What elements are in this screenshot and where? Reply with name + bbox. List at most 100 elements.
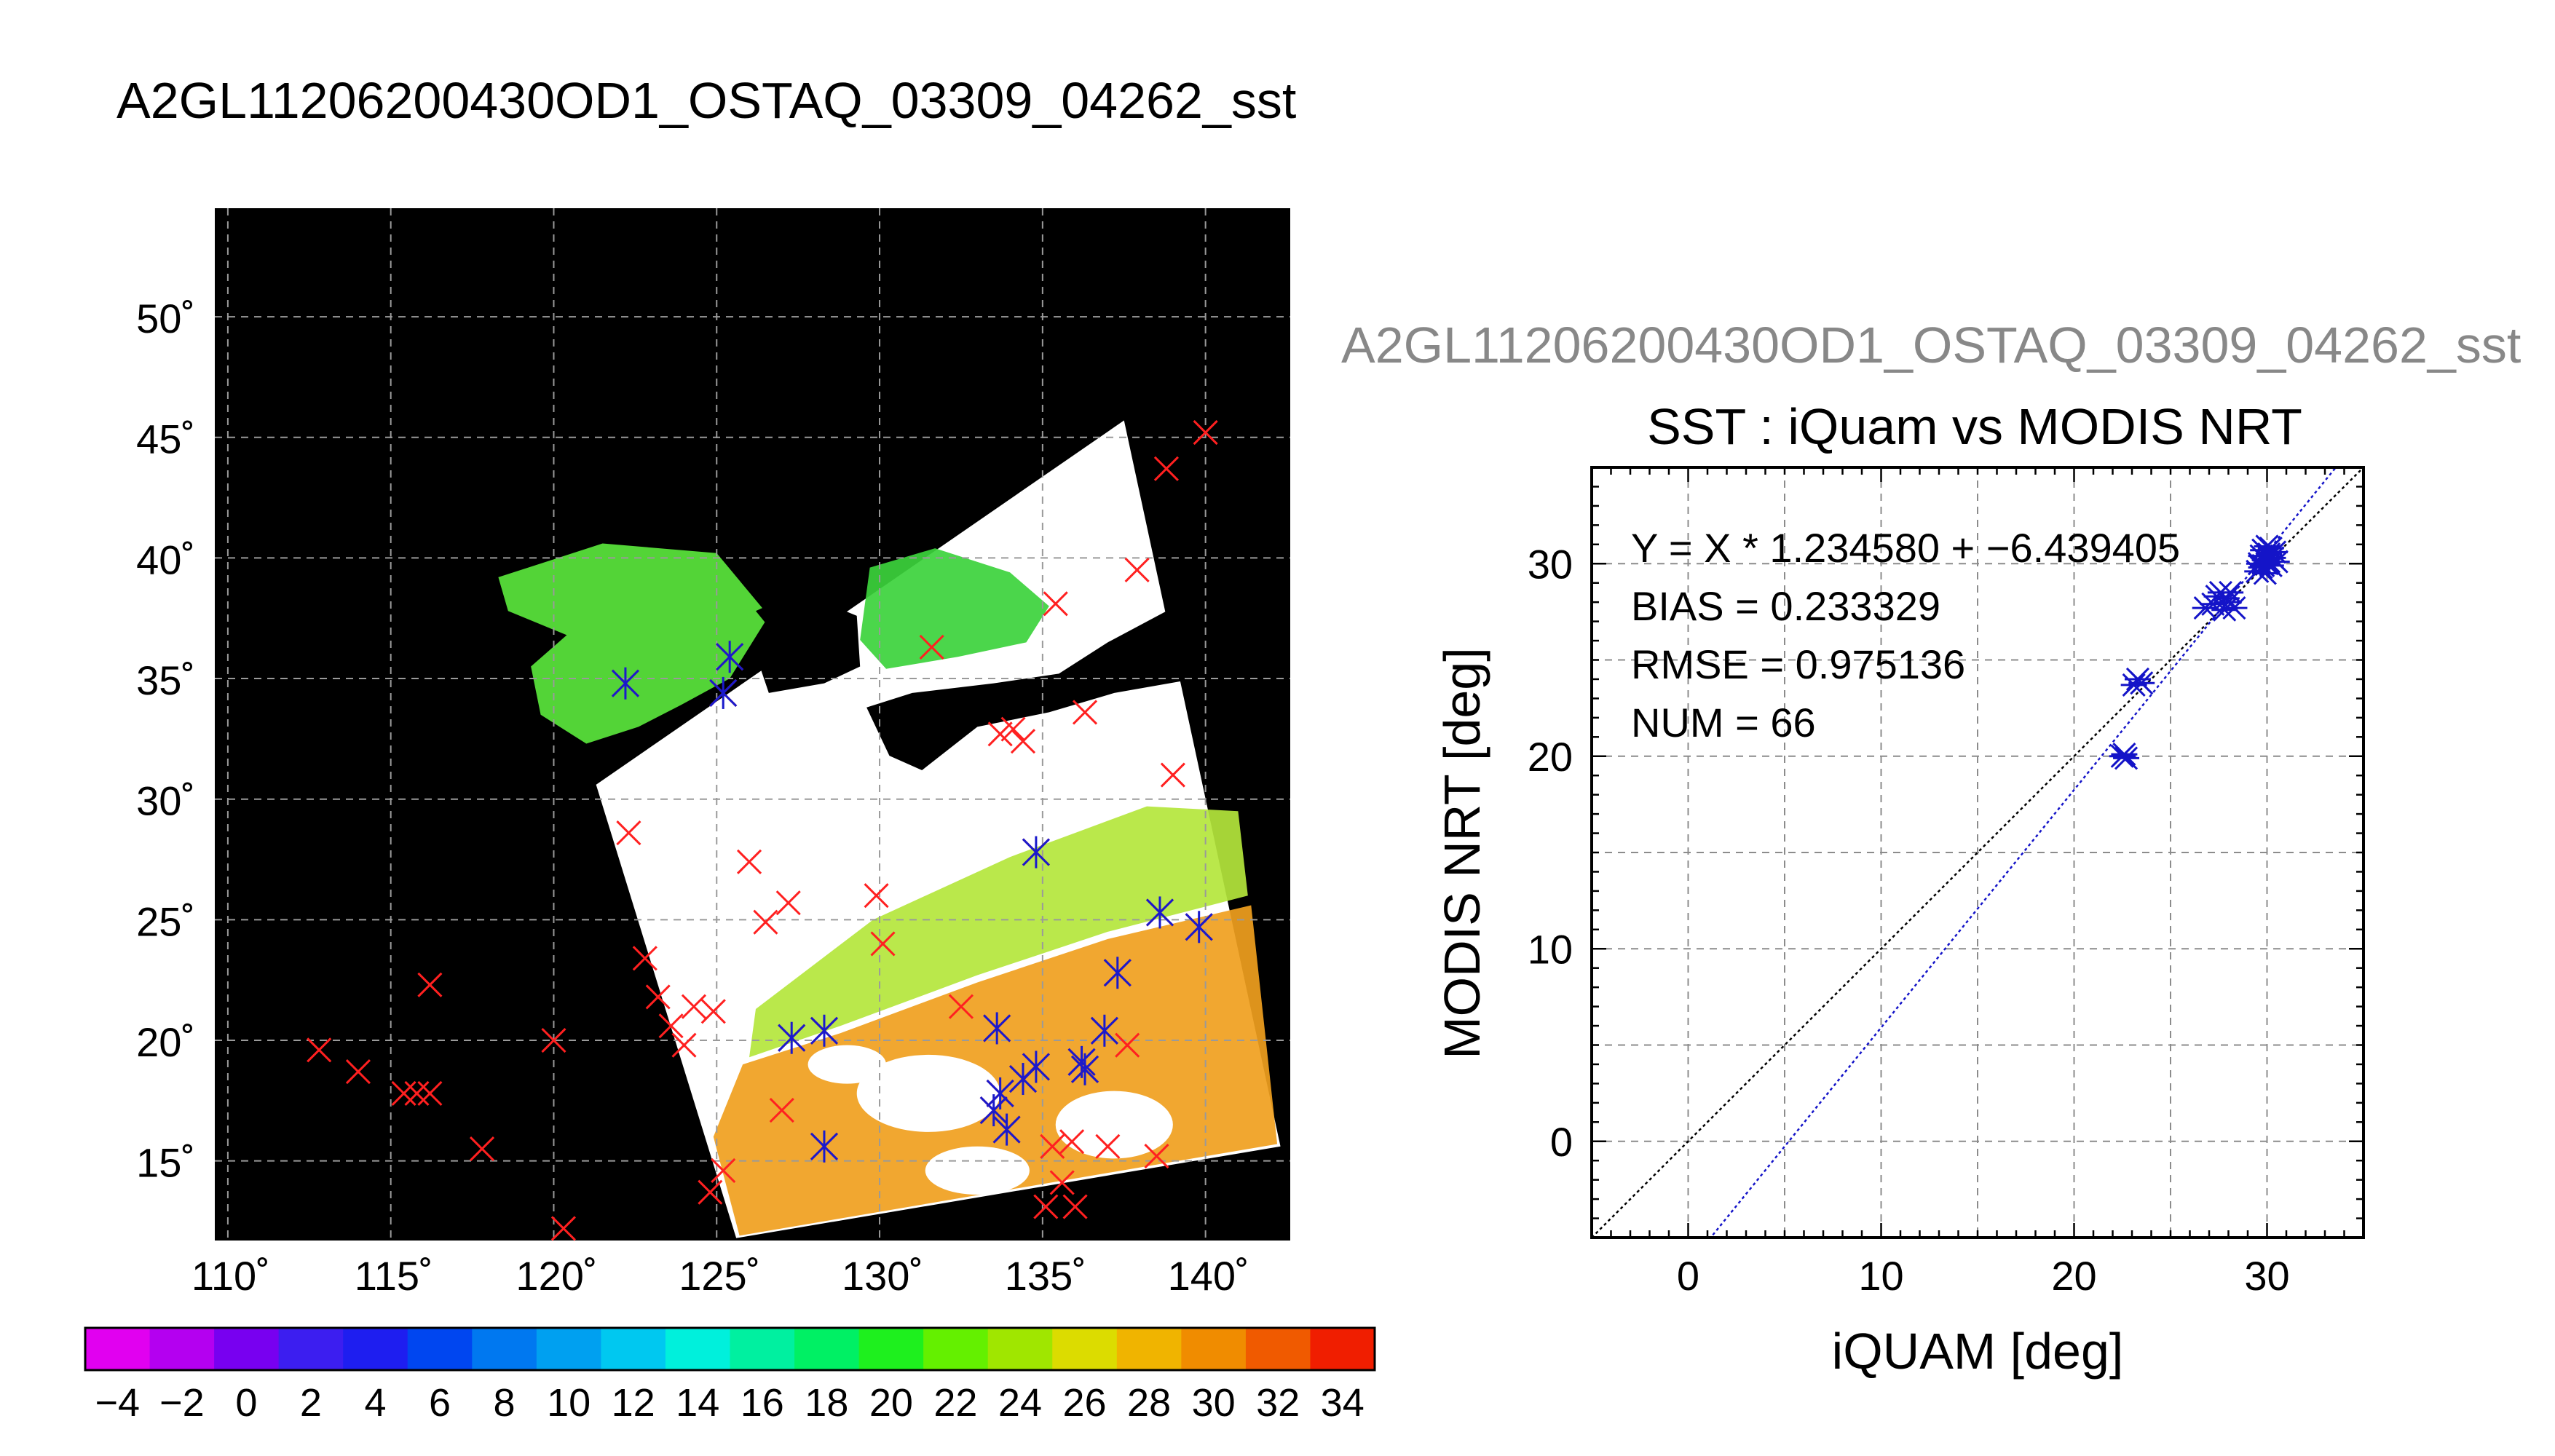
sst-zone-west-pacific-north [749,806,1248,1058]
matched-marker [810,1014,839,1047]
colorbar-cell [1116,1328,1182,1370]
sst-zone-east-sea [860,548,1049,669]
scatter-title: SST : iQuam vs MODIS NRT [1647,398,2302,455]
page-title: A2GL11206200430OD1_OSTAQ_03309_04262_sst [117,72,1296,129]
matched-marker [992,1113,1021,1146]
stats-annotation-line: RMSE = 0.975136 [1631,641,1965,687]
lon-tick-label: 125˚ [679,1253,760,1299]
buoy-marker [1033,1194,1059,1219]
matched-marker [1145,896,1174,929]
colorbar-cell [1181,1328,1247,1370]
x-tick-label: 20 [2051,1253,2096,1299]
colorbar-cell [601,1328,666,1370]
buoy-marker [391,1080,416,1106]
cloud-patch [807,1045,887,1084]
buoy-marker [307,1037,332,1063]
colorbar-tick-labels: −4 −2 0 2 4 6 8 10 12 14 16 18 20 22 24 26 28 30 32 34 [95,1381,1364,1425]
matched-marker [778,1021,806,1054]
colorbar-cell [1245,1328,1311,1370]
lat-tick-label: 15˚ [136,1140,195,1186]
buoy-marker [919,634,944,660]
scatter-point [2215,590,2242,614]
matched-marker [716,641,744,673]
y-tick-label: 20 [1528,734,1573,780]
buoy-marker [541,1027,566,1053]
matched-marker [1103,957,1132,989]
lat-tick-label: 45˚ [136,416,195,462]
lon-tick-label: 135˚ [1005,1253,1086,1299]
buoy-marker [417,1080,443,1106]
buoy-marker [711,1158,736,1183]
buoy-marker [769,1098,794,1123]
colorbar-tick-label: 0 [235,1381,257,1425]
latitude-tick-labels: 50˚ 45˚ 40˚ 35˚ 30˚ 25˚ 20˚ 15˚ [136,296,195,1186]
scatter-points [2109,534,2290,770]
colorbar-cell [665,1328,730,1370]
colorbar-tick-label: 24 [998,1381,1042,1425]
stats-annotations: Y = X * 1.234580 + −6.439405 BIAS = 0.233… [1631,525,2180,745]
lon-tick-label: 110˚ [191,1253,270,1299]
longitude-tick-labels: 110˚ 115˚ 120˚ 125˚ 130˚ 135˚ 140˚ [191,1253,1249,1299]
scatter-subtitle: A2GL11206200430OD1_OSTAQ_03309_04262_sst [1341,317,2521,373]
buoy-marker [469,1136,495,1162]
lat-tick-label: 50˚ [136,296,195,341]
scatter-gridlines [1592,467,2364,1238]
lat-tick-label: 30˚ [136,778,195,824]
x-tick-label: 0 [1677,1253,1699,1299]
sst-zone-yellow-sea [498,543,769,744]
scatter-ticks [1590,466,2365,1239]
buoy-marker [700,999,726,1024]
y-tick-label: 0 [1550,1119,1573,1165]
buoy-marker [1144,1143,1169,1169]
scatter-plot: A2GL11206200430OD1_OSTAQ_03309_04262_sst… [1341,317,2521,1380]
colorbar-tick-label: 34 [1321,1381,1365,1425]
matched-marker [810,1130,839,1163]
colorbar-tick-label: 14 [676,1381,719,1425]
stats-annotation-line: Y = X * 1.234580 + −6.439405 [1631,525,2180,571]
colorbar-cell [343,1328,408,1370]
buoy-marker [681,994,706,1019]
buoy-markers [307,420,1218,1241]
colorbar-cell [407,1328,473,1370]
stats-annotation-line: NUM = 66 [1631,700,1816,745]
swath-layer [498,420,1281,1238]
buoy-marker [987,721,1013,747]
colorbar-frame [84,1326,1376,1372]
buoy-marker [1049,1170,1075,1195]
lon-tick-label: 130˚ [842,1253,923,1299]
buoy-marker [1160,762,1185,788]
x-axis-label: iQUAM [deg] [1832,1323,2124,1380]
buoy-marker [870,931,896,957]
scatter-point [2111,743,2138,767]
buoy-marker [775,890,801,916]
buoy-marker [671,1032,697,1058]
buoy-marker [1115,1032,1140,1058]
buoy-marker [1059,1129,1085,1155]
colorbar-cell [85,1328,151,1370]
scatter-point [2113,746,2140,770]
buoy-marker [1072,700,1098,725]
colorbar-cell [278,1328,344,1370]
colorbar-tick-label: 32 [1256,1381,1300,1425]
buoy-marker [1193,420,1218,446]
colorbar-cell [858,1328,924,1370]
colorbar-cell [1310,1328,1375,1370]
lat-tick-label: 20˚ [136,1019,195,1065]
lat-tick-label: 40˚ [136,537,195,582]
buoy-marker [1040,1133,1065,1159]
colorbar-cell [536,1328,601,1370]
cloud-patch [1055,1091,1173,1159]
lat-tick-label: 35˚ [136,657,195,703]
land-japan [866,569,1235,770]
matched-markers [611,641,1213,1163]
matched-marker [986,1077,1014,1109]
buoy-marker [1000,716,1026,742]
lon-tick-label: 140˚ [1168,1253,1249,1299]
buoy-marker [1062,1194,1088,1219]
sst-map: 50˚ 45˚ 40˚ 35˚ 30˚ 25˚ 20˚ 15˚ 110˚ 115˚ 120˚ 125… [136,208,1290,1299]
colorbar-tick-label: 30 [1192,1381,1236,1425]
x-tick-labels: 0 10 20 30 [1677,1253,2290,1299]
colorbar-tick-label: −2 [159,1381,205,1425]
buoy-marker [417,972,443,997]
